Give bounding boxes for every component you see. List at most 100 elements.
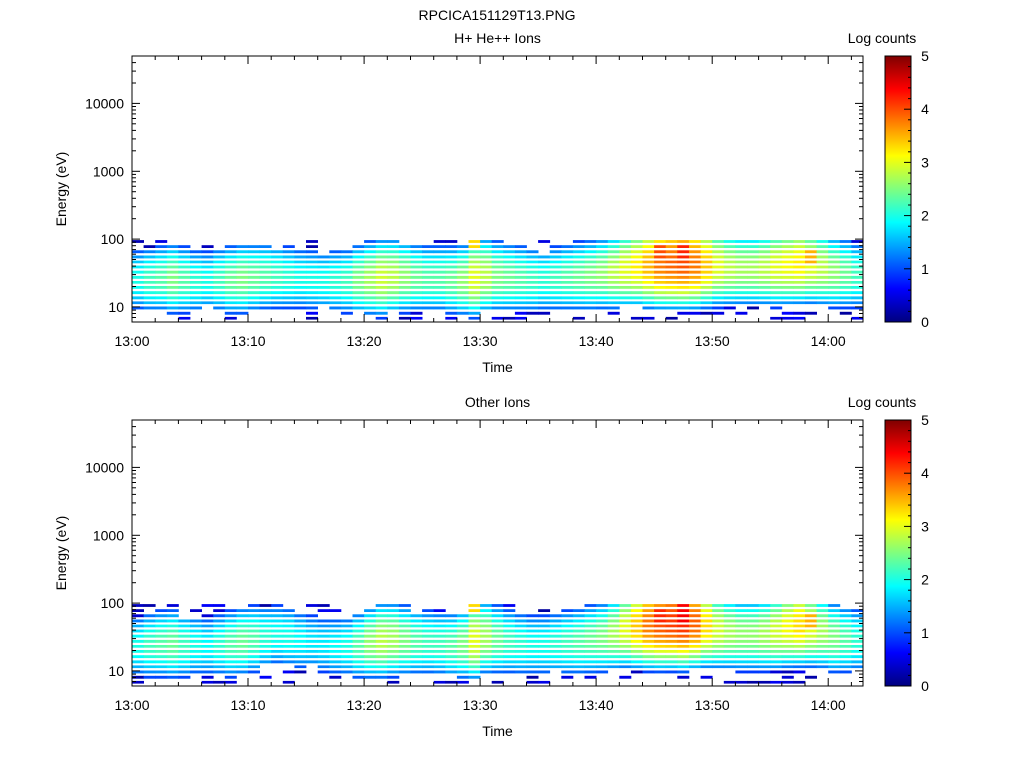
spectrogram-cell	[433, 614, 446, 618]
spectrogram-cell	[816, 270, 829, 274]
spectrogram-cell	[132, 296, 144, 300]
spectrogram-cell	[538, 650, 551, 653]
spectrogram-cell	[654, 265, 667, 269]
spectrogram-cell	[143, 634, 156, 638]
spectrogram-cell	[561, 629, 574, 633]
spectrogram-cell	[155, 624, 168, 628]
spectrogram-cell	[735, 680, 748, 684]
spectrogram-cell	[549, 281, 562, 284]
spectrogram-cell	[723, 306, 736, 310]
spectrogram-cell	[665, 609, 678, 612]
spectrogram-cell	[607, 260, 620, 264]
spectrogram-cell	[155, 675, 168, 679]
spectrogram-cell	[224, 301, 237, 305]
spectrogram-cell	[770, 291, 783, 295]
spectrogram-cell	[236, 619, 249, 623]
spectrogram-cell	[410, 660, 423, 664]
spectrogram-cell	[735, 650, 748, 653]
spectrogram-cell	[236, 624, 249, 628]
spectrogram-cell	[781, 604, 794, 607]
spectrogram-cell	[224, 281, 237, 284]
spectrogram-cell	[236, 639, 249, 643]
spectrogram-cell	[816, 629, 829, 633]
spectrogram-cell	[689, 250, 701, 254]
spectrogram-cell	[781, 291, 794, 295]
spectrogram-cell	[816, 609, 829, 612]
spectrogram-cell	[816, 291, 829, 295]
x-tick-label: 13:00	[114, 697, 149, 713]
spectrogram-cell	[851, 619, 864, 623]
spectrogram-cell	[747, 619, 759, 623]
spectrogram-cell	[468, 286, 481, 289]
spectrogram-cell	[224, 619, 237, 623]
spectrogram-cell	[201, 639, 214, 643]
spectrogram-cell	[700, 619, 713, 623]
spectrogram-cell	[213, 670, 226, 674]
spectrogram-cell	[456, 291, 469, 295]
spectrogram-cell	[770, 645, 783, 648]
spectrogram-cell	[352, 245, 365, 248]
spectrogram-cell	[665, 260, 678, 264]
spectrogram-cell	[805, 275, 817, 279]
spectrogram-cell	[584, 306, 597, 310]
spectrogram-cell	[456, 255, 469, 259]
spectrogram-cell	[607, 291, 620, 295]
spectrogram-cell	[584, 250, 597, 254]
spectrogram-cell	[224, 670, 237, 674]
spectrogram-cell	[793, 265, 806, 269]
spectrogram-cell	[178, 255, 191, 259]
spectrogram-cell	[213, 624, 226, 628]
spectrogram-cell	[816, 275, 829, 279]
spectrogram-cell	[677, 265, 690, 269]
spectrogram-cell	[503, 604, 516, 607]
spectrogram-cell	[770, 650, 783, 653]
spectrogram-cell	[317, 655, 330, 659]
spectrogram-cell	[259, 265, 272, 269]
spectrogram-cell	[352, 270, 365, 274]
spectrogram-cell	[236, 614, 249, 618]
spectrogram-cell	[538, 260, 551, 264]
spectrogram-cell	[422, 655, 435, 659]
spectrogram-cell	[224, 245, 237, 248]
spectrogram-cell	[584, 281, 597, 284]
spectrogram-cell	[816, 240, 829, 243]
spectrogram-cell	[781, 670, 794, 674]
spectrogram-cell	[213, 604, 226, 607]
spectrogram-cell	[793, 619, 806, 623]
spectrogram-cell	[143, 250, 156, 254]
spectrogram-cell	[259, 614, 272, 618]
spectrogram-cell	[306, 614, 318, 618]
spectrogram-cell	[329, 306, 342, 310]
spectrogram-cell	[340, 645, 353, 648]
colorbar-tick-label: 1	[921, 625, 929, 641]
spectrogram-cell	[781, 665, 794, 669]
spectrogram-cell	[468, 634, 481, 638]
spectrogram-cell	[375, 270, 388, 274]
spectrogram-cell	[166, 655, 179, 659]
spectrogram-cell	[282, 281, 295, 284]
spectrogram-cell	[294, 639, 307, 643]
spectrogram-cell	[700, 291, 713, 295]
plot-frame	[131, 55, 864, 323]
spectrogram-cell	[317, 629, 330, 633]
spectrogram-cell	[561, 614, 574, 618]
spectrogram-cell	[723, 296, 736, 300]
spectrogram-cell	[503, 639, 516, 643]
spectrogram-cell	[712, 660, 725, 664]
spectrogram-cell	[236, 306, 249, 310]
spectrogram-cell	[294, 275, 307, 279]
spectrogram-cell	[259, 639, 272, 643]
spectrogram-cell	[538, 639, 551, 643]
spectrogram-cell	[398, 614, 411, 618]
spectrogram-cell	[480, 645, 493, 648]
spectrogram-cell	[538, 291, 551, 295]
spectrogram-cell	[584, 240, 597, 243]
spectrogram-cell	[352, 281, 365, 284]
spectrogram-cell	[700, 275, 713, 279]
spectrogram-cell	[422, 614, 435, 618]
spectrogram-cell	[433, 275, 446, 279]
spectrogram-cell	[387, 609, 400, 612]
spectrogram-cell	[828, 306, 841, 310]
spectrogram-cell	[700, 609, 713, 612]
spectrogram-cell	[201, 301, 214, 305]
